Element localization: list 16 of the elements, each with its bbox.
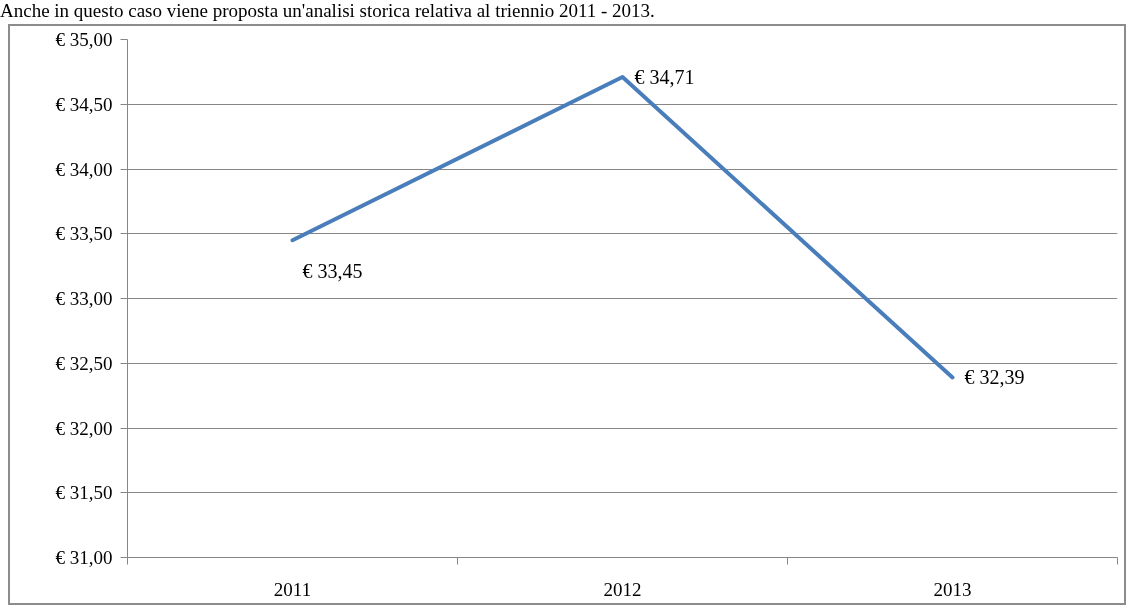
x-tick-label: 2013 (933, 578, 972, 600)
x-tick-label: 2012 (603, 578, 642, 600)
y-tick-label: € 34,50 (55, 93, 113, 115)
y-tick-label: € 31,00 (55, 547, 113, 568)
y-tick-label: € 32,00 (55, 417, 113, 439)
data-label: € 32,39 (964, 366, 1025, 389)
y-tick-label: € 31,50 (55, 482, 113, 504)
y-tick-label: € 34,00 (55, 158, 113, 180)
y-tick-label: € 35,00 (55, 29, 113, 50)
x-tick-label: 2011 (273, 578, 312, 600)
data-label: € 33,45 (302, 260, 363, 283)
text: Anche in questo caso viene proposta un'analisi storica relativa al triennio 2011 - 2013. (0, 0, 655, 22)
y-tick-label: € 33,50 (55, 223, 113, 245)
y-tick-label: € 32,50 (55, 352, 113, 374)
y-tick-label: € 33,00 (55, 288, 113, 309)
data-label: € 34,71 (634, 66, 695, 89)
